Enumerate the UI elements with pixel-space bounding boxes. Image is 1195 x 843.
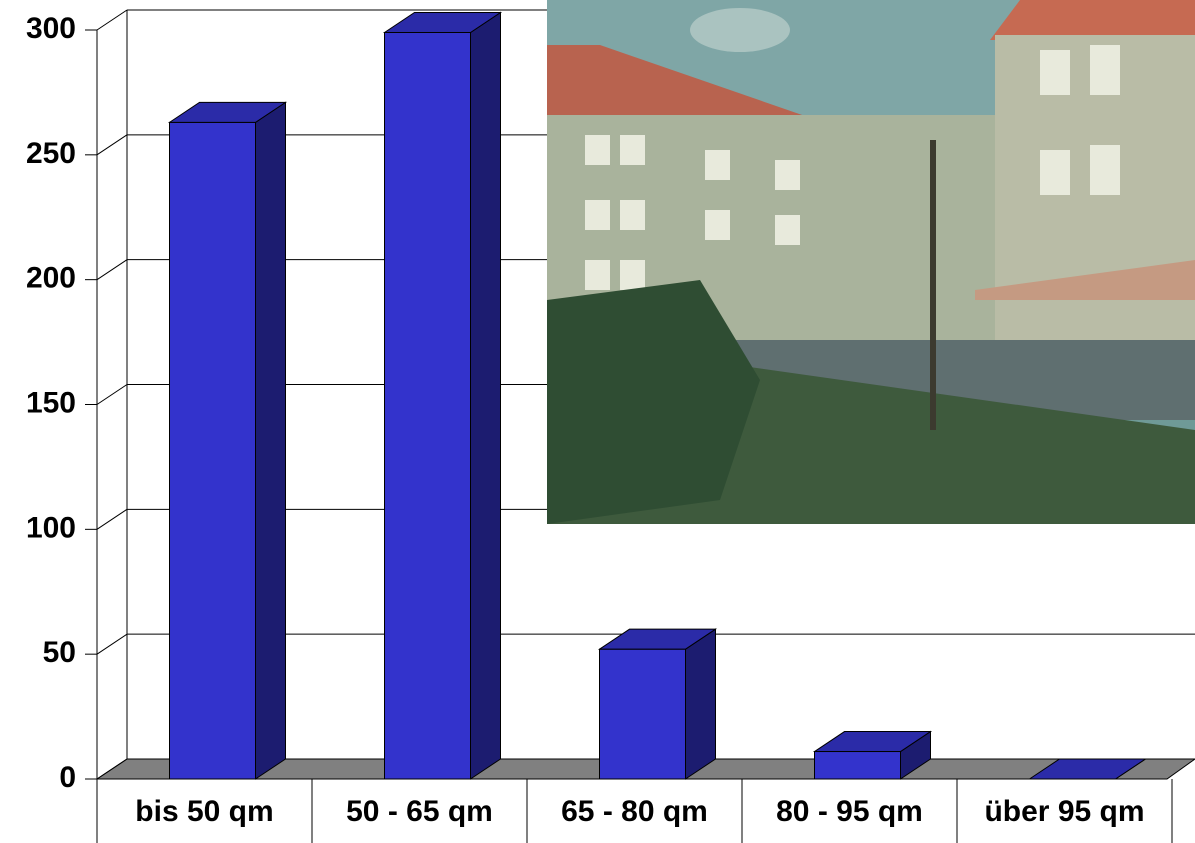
y-tick-label: 300 — [26, 12, 76, 45]
bar-top — [382, 11, 503, 33]
x-tick-label: 50 - 65 qm — [346, 795, 493, 828]
bar — [169, 121, 256, 780]
y-tick-label: 250 — [26, 137, 76, 170]
x-tick-label: 80 - 95 qm — [776, 795, 923, 828]
bar-side — [255, 101, 286, 780]
grid-line — [96, 758, 128, 780]
grid-line — [96, 9, 128, 31]
x-tick-label: bis 50 qm — [135, 795, 273, 828]
y-tick-label: 150 — [26, 386, 76, 419]
grid-line — [96, 134, 128, 156]
bar — [599, 648, 686, 780]
y-tick-label: 50 — [43, 636, 76, 669]
grid-line — [96, 384, 128, 405]
grid-line — [96, 508, 128, 530]
bar — [814, 751, 901, 780]
bar-side — [685, 628, 716, 780]
photo — [547, 0, 1195, 524]
y-tick-label: 200 — [26, 262, 76, 295]
x-tick-label: 65 - 80 qm — [561, 795, 708, 828]
bar-top — [812, 731, 933, 753]
bar-top — [167, 101, 288, 123]
bar-top — [1027, 758, 1148, 780]
bar-top — [597, 628, 718, 650]
y-tick-label: 100 — [26, 511, 76, 544]
grid-line — [96, 259, 128, 281]
grid-line — [96, 633, 128, 655]
bar-side — [470, 11, 501, 780]
y-tick-label: 0 — [59, 761, 76, 794]
x-tick-label: über 95 qm — [984, 795, 1144, 828]
bar — [384, 31, 471, 780]
